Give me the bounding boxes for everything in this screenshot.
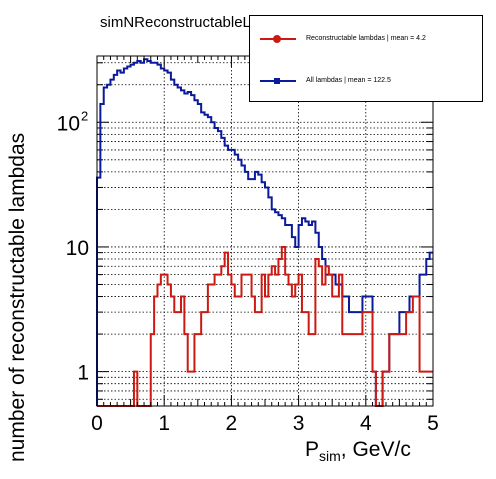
- legend: Reconstructable lambdas | mean = 4.2 All…: [249, 15, 483, 102]
- legend-marker-circle: [273, 35, 281, 43]
- x-axis-label-units: , GeV/c: [340, 438, 411, 461]
- y-tick-label: 10: [57, 112, 80, 135]
- x-tick-label: 0: [91, 412, 103, 435]
- legend-entry-all: All lambdas | mean = 122.5: [250, 74, 482, 88]
- x-axis-ticks: 0 1 2 3 4 5: [91, 56, 439, 435]
- series-all-lambdas-line: [96, 58, 433, 407]
- x-axis-label: Psim, GeV/c: [305, 438, 411, 464]
- y-tick-label: 1: [77, 362, 89, 385]
- y-tick-label-exponent: 2: [81, 108, 88, 123]
- x-tick-label: 3: [293, 412, 305, 435]
- x-tick-label: 5: [427, 412, 439, 435]
- x-axis-label-main: P: [305, 438, 320, 461]
- x-tick-label: 1: [158, 412, 170, 435]
- series-reconstructable-lambdas-line: [97, 245, 433, 407]
- grid-lines: [97, 56, 433, 406]
- y-axis-label: number of reconstructable lambdas: [6, 132, 29, 462]
- x-axis-label-subscript: sim: [319, 448, 341, 465]
- legend-label-all: All lambdas | mean = 122.5: [306, 77, 391, 84]
- legend-marker-square: [274, 78, 280, 84]
- legend-label-reconstructable: Reconstructable lambdas | mean = 4.2: [306, 35, 426, 42]
- y-tick-label: 10: [66, 237, 89, 260]
- legend-entry-reconstructable: Reconstructable lambdas | mean = 4.2: [250, 32, 482, 46]
- x-tick-label: 4: [360, 412, 372, 435]
- plot-frame: [96, 55, 434, 407]
- x-tick-label: 2: [226, 412, 238, 435]
- y-minor-ticks: [97, 62, 433, 400]
